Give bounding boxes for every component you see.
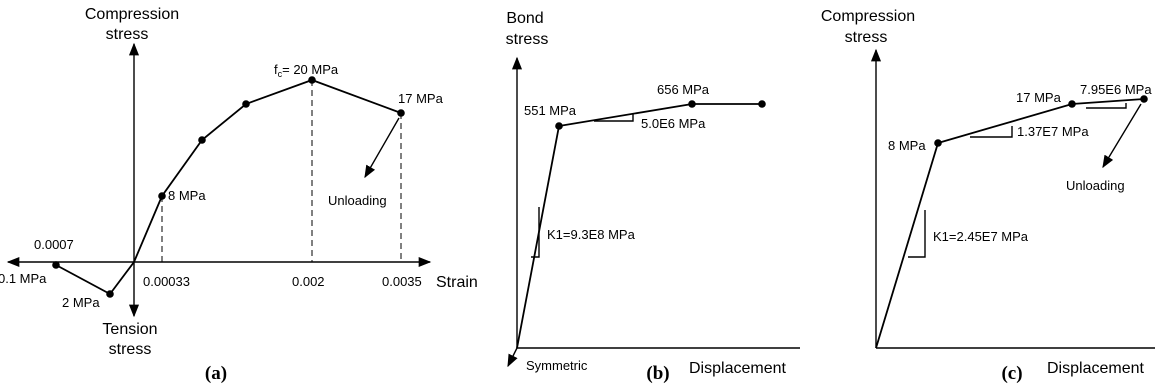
tension-strain-label: 0.0007 xyxy=(34,237,74,252)
label-656: 656 MPa xyxy=(657,82,710,97)
symmetric-arrow xyxy=(507,347,518,368)
point-551 xyxy=(555,122,563,130)
point-8mpa-c xyxy=(934,139,942,147)
point-656 xyxy=(688,100,696,108)
label-8mpa-c: 8 MPa xyxy=(888,138,926,153)
stiffness-label: K1=9.3E8 MPa xyxy=(547,227,636,242)
y-label-2: stress xyxy=(506,31,549,48)
caption-a: (a) xyxy=(205,363,227,384)
caption-c: (c) xyxy=(1001,363,1022,384)
unloading-label-c: Unloading xyxy=(1066,178,1125,193)
panel-c: Compression stress Displacement 8 MPa 17… xyxy=(821,8,1155,384)
point-tension-peak xyxy=(106,290,114,298)
compression-curve xyxy=(875,98,1145,349)
tick-0002: 0.002 xyxy=(292,274,325,289)
label-17mpa: 17 MPa xyxy=(398,91,444,106)
unloading-label: Unloading xyxy=(328,193,387,208)
y-label-2-c: stress xyxy=(845,29,888,46)
y-label-bottom-2: stress xyxy=(109,341,152,358)
point-8mpa xyxy=(158,192,166,200)
y-label-bottom-1: Tension xyxy=(102,321,157,338)
tension-peak-label: 2 MPa xyxy=(62,295,100,310)
point-end xyxy=(758,100,766,108)
slope2-triangle xyxy=(970,126,1013,138)
point-tension-end xyxy=(52,261,60,269)
point-17mpa-c xyxy=(1068,100,1076,108)
slope3-label: 7.95E6 MPa xyxy=(1080,82,1152,97)
tick-00033: 0.00033 xyxy=(143,274,190,289)
slope3-triangle xyxy=(1086,103,1127,109)
x-label: Displacement xyxy=(689,360,786,377)
y-label-top-1: Compression xyxy=(85,6,179,23)
caption-b: (b) xyxy=(646,363,669,384)
stiffness-triangle-c xyxy=(908,210,926,258)
bond-curve xyxy=(516,103,762,349)
label-551: 551 MPa xyxy=(524,103,577,118)
x-label: Strain xyxy=(436,274,478,291)
label-8mpa: 8 MPa xyxy=(168,188,206,203)
slope-label: 5.0E6 MPa xyxy=(641,116,706,131)
concrete-curve xyxy=(55,79,402,296)
label-17mpa-c: 17 MPa xyxy=(1016,90,1062,105)
slope2-label: 1.37E7 MPa xyxy=(1017,124,1089,139)
stiffness-label-c: K1=2.45E7 MPa xyxy=(933,229,1029,244)
tick-00035: 0.0035 xyxy=(382,274,422,289)
panel-b: Bond stress Displacement 551 MPa 656 MPa… xyxy=(506,10,800,384)
tension-end-label: 0.1 MPa xyxy=(0,271,47,286)
x-label-c: Displacement xyxy=(1047,360,1144,377)
y-label-1-c: Compression xyxy=(821,8,915,25)
panel-a: Compression stress Tension stress Strain… xyxy=(0,6,478,384)
y-label-top-2: stress xyxy=(106,26,149,43)
peak-label: fc= 20 MPa xyxy=(274,62,339,79)
unloading-arrow-c xyxy=(1102,103,1142,169)
point-curve-1 xyxy=(198,136,206,144)
point-end-c xyxy=(1140,95,1148,103)
point-17mpa xyxy=(397,109,405,117)
y-label-1: Bond xyxy=(506,10,543,27)
point-curve-2 xyxy=(242,100,250,108)
stiffness-triangle xyxy=(531,207,540,258)
slope-triangle xyxy=(594,114,634,122)
unloading-arrow xyxy=(364,117,400,179)
symmetric-label: Symmetric xyxy=(526,358,588,373)
point-peak xyxy=(308,76,316,84)
